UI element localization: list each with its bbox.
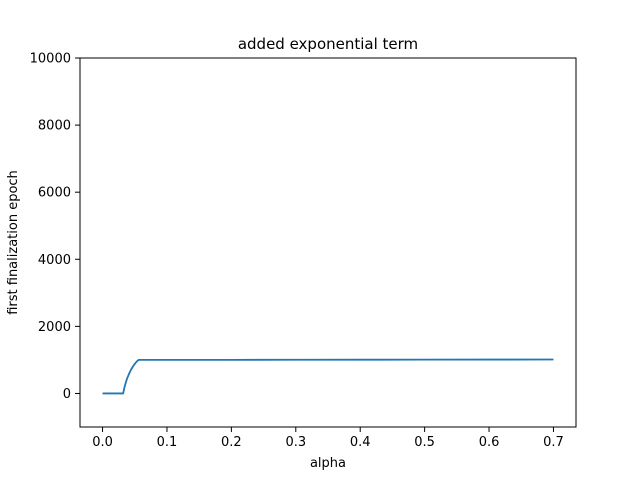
x-tick-label: 0.4 [350,435,371,450]
y-tick-label: 2000 [38,320,71,335]
x-axis-label: alpha [310,456,346,471]
y-tick-label: 0 [63,387,71,402]
x-tick-label: 0.5 [414,435,435,450]
y-tick-label: 10000 [30,52,71,67]
y-tick-label: 8000 [38,119,71,134]
x-tick-label: 0.3 [285,435,306,450]
series-line [102,358,554,395]
x-tick-label: 0.7 [543,435,564,450]
series-layer [102,358,554,395]
x-axis-ticks: 0.0 0.1 0.2 0.3 0.4 0.5 0.6 0.7 [92,427,564,450]
y-tick-label: 6000 [38,186,71,201]
x-tick-label: 0.6 [479,435,500,450]
plot-area [80,58,576,427]
y-tick-label: 4000 [38,253,71,268]
x-tick-label: 0.1 [157,435,178,450]
x-tick-label: 0.0 [92,435,113,450]
y-axis-ticks: 0 2000 4000 6000 8000 10000 [30,52,80,402]
chart-title: added exponential term [238,35,418,53]
x-tick-label: 0.2 [221,435,242,450]
plot-frame [79,57,577,428]
y-axis-label: first finalization epoch [6,170,21,315]
